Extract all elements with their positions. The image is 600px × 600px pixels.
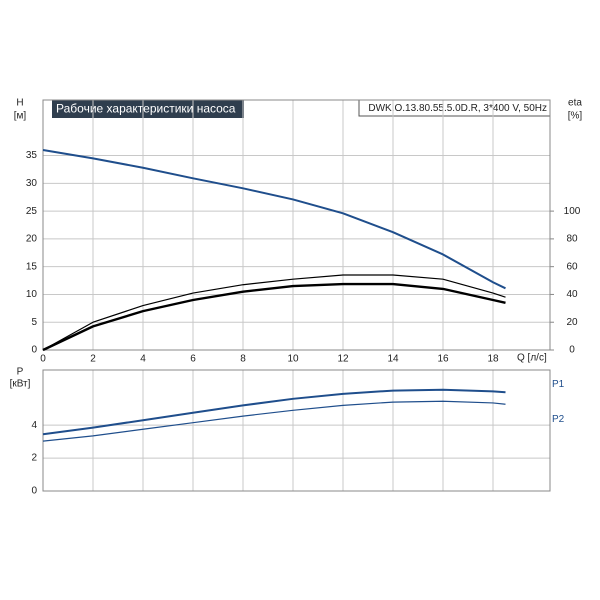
- y-tick-label: 20: [26, 234, 38, 245]
- y-tick-label: 2: [31, 453, 37, 464]
- title-box: [52, 100, 244, 118]
- y-axis-unit: [м]: [14, 111, 27, 122]
- y2-tick-label: 0: [569, 345, 575, 356]
- curve: [42, 282, 506, 352]
- y-axis-unit: [кВт]: [10, 379, 31, 390]
- y2-axis-label: eta: [568, 98, 582, 109]
- curve: [42, 400, 506, 442]
- plot-frame: [42, 369, 551, 492]
- x-tick-label: 16: [437, 354, 449, 365]
- x-tick-label: 10: [287, 354, 299, 365]
- chart-subtitle: DWK.O.13.80.55.5.0D.R, 3*400 V, 50Hz: [368, 103, 547, 114]
- plot-frame: [42, 99, 551, 351]
- y-axis-label: H: [16, 98, 23, 109]
- series-label: P2: [552, 414, 565, 425]
- y-tick-label: 0: [31, 486, 37, 497]
- x-axis-label: Q [л/с]: [517, 353, 547, 364]
- y-axis-label: P: [17, 367, 24, 378]
- y-tick-label: 5: [31, 317, 37, 328]
- y-tick-label: 0: [31, 345, 37, 356]
- x-tick-label: 8: [240, 354, 246, 365]
- y-tick-label: 35: [26, 150, 38, 161]
- x-tick-label: 18: [487, 354, 499, 365]
- x-tick-label: 0: [40, 354, 46, 365]
- y2-tick-label: 40: [566, 289, 578, 300]
- y2-tick-label: 60: [566, 261, 578, 272]
- y2-tick-label: 100: [564, 206, 581, 217]
- x-tick-label: 12: [337, 354, 349, 365]
- y-tick-label: 25: [26, 206, 38, 217]
- x-tick-label: 14: [387, 354, 399, 365]
- curve: [42, 149, 506, 290]
- x-tick-label: 2: [90, 354, 96, 365]
- y-tick-label: 10: [26, 289, 38, 300]
- curve: [42, 388, 506, 436]
- y2-tick-label: 20: [566, 317, 578, 328]
- y-tick-label: 30: [26, 178, 38, 189]
- y-tick-label: 4: [31, 420, 37, 431]
- y2-axis-unit: [%]: [568, 111, 583, 122]
- series-label: P1: [552, 379, 565, 390]
- x-tick-label: 4: [140, 354, 146, 365]
- chart-title: Рабочие характеристики насоса: [56, 102, 236, 116]
- curve: [42, 274, 506, 351]
- y-tick-label: 15: [26, 261, 38, 272]
- x-tick-label: 6: [190, 354, 196, 365]
- y2-tick-label: 80: [566, 234, 578, 245]
